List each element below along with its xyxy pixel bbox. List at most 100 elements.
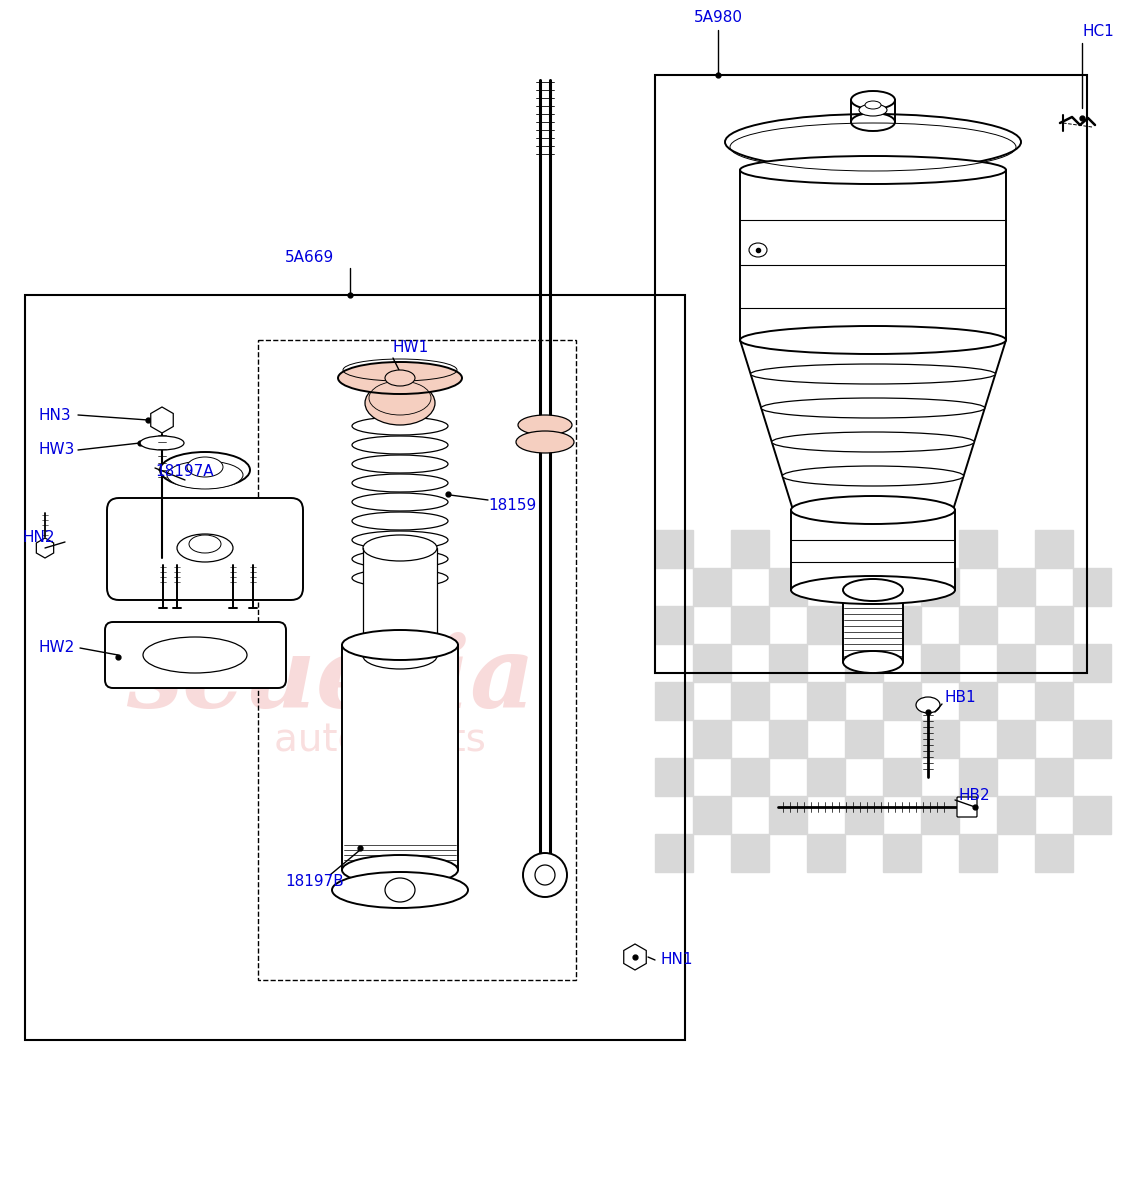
Ellipse shape [352, 493, 448, 511]
Ellipse shape [740, 326, 1006, 354]
Ellipse shape [385, 878, 415, 902]
Bar [844, 720, 883, 758]
Bar [883, 682, 920, 720]
Ellipse shape [740, 156, 1006, 184]
Ellipse shape [772, 432, 974, 452]
Text: auto  parts: auto parts [274, 721, 486, 758]
Ellipse shape [352, 512, 448, 530]
Ellipse shape [140, 436, 184, 450]
Bar [791, 510, 955, 590]
Ellipse shape [385, 370, 415, 386]
Bar [1073, 720, 1111, 758]
Bar [959, 834, 997, 872]
Ellipse shape [859, 104, 886, 116]
Bar [342, 646, 459, 870]
Bar [920, 568, 959, 606]
Bar [807, 758, 844, 796]
Ellipse shape [916, 697, 940, 713]
Ellipse shape [167, 461, 243, 490]
Bar [770, 644, 807, 682]
Ellipse shape [740, 330, 1006, 350]
Bar [807, 834, 844, 872]
Bar [655, 606, 693, 644]
Text: 18197B: 18197B [285, 875, 344, 889]
Ellipse shape [160, 452, 250, 488]
Bar [997, 644, 1035, 682]
Bar [693, 568, 731, 606]
Bar [844, 568, 883, 606]
Ellipse shape [190, 535, 221, 553]
Bar [731, 682, 770, 720]
Text: 18197A: 18197A [155, 464, 213, 480]
Text: scueria: scueria [126, 631, 535, 728]
Bar [1073, 796, 1111, 834]
Ellipse shape [518, 415, 572, 434]
Bar [693, 644, 731, 682]
Ellipse shape [352, 436, 448, 454]
Ellipse shape [793, 500, 953, 520]
Bar [740, 170, 1006, 340]
Bar [1035, 530, 1073, 568]
Bar [883, 606, 920, 644]
Ellipse shape [352, 474, 448, 492]
Text: HB1: HB1 [945, 690, 976, 706]
FancyBboxPatch shape [957, 797, 977, 817]
Bar [920, 644, 959, 682]
Ellipse shape [363, 643, 437, 670]
Bar [843, 590, 903, 662]
Ellipse shape [365, 382, 435, 425]
Bar [731, 758, 770, 796]
Bar [731, 834, 770, 872]
Bar [363, 548, 437, 656]
Polygon shape [740, 340, 1006, 510]
Bar [959, 758, 997, 796]
Text: HB2: HB2 [958, 787, 990, 803]
Ellipse shape [352, 530, 448, 550]
Bar [1035, 682, 1073, 720]
Ellipse shape [187, 457, 222, 476]
Text: HN1: HN1 [659, 953, 692, 967]
Bar [851, 100, 896, 122]
Bar [807, 606, 844, 644]
Ellipse shape [843, 650, 903, 673]
Text: 5A980: 5A980 [693, 11, 742, 25]
Bar [1035, 834, 1073, 872]
Bar [1073, 568, 1111, 606]
Bar [920, 796, 959, 834]
Text: HW2: HW2 [37, 641, 74, 655]
Bar [807, 530, 844, 568]
Ellipse shape [865, 101, 881, 109]
Ellipse shape [338, 362, 462, 394]
Ellipse shape [762, 398, 985, 418]
Text: HW1: HW1 [393, 341, 429, 355]
Bar [693, 720, 731, 758]
FancyBboxPatch shape [107, 498, 303, 600]
Ellipse shape [851, 91, 896, 109]
Bar [731, 530, 770, 568]
Ellipse shape [725, 114, 1022, 170]
Bar [770, 568, 807, 606]
Ellipse shape [352, 550, 448, 568]
Ellipse shape [791, 576, 955, 604]
Ellipse shape [523, 853, 568, 898]
Ellipse shape [791, 496, 955, 524]
Bar [1035, 606, 1073, 644]
Bar [883, 758, 920, 796]
Text: HC1: HC1 [1082, 24, 1113, 40]
Bar [959, 682, 997, 720]
Bar [655, 758, 693, 796]
Text: HW3: HW3 [37, 443, 75, 457]
Bar [1073, 644, 1111, 682]
Bar [731, 606, 770, 644]
Bar [655, 530, 693, 568]
Bar [959, 530, 997, 568]
Ellipse shape [352, 416, 448, 434]
Ellipse shape [851, 113, 896, 131]
Bar [770, 796, 807, 834]
Bar [807, 682, 844, 720]
Ellipse shape [843, 578, 903, 601]
Bar [883, 834, 920, 872]
Bar [770, 720, 807, 758]
Bar [959, 606, 997, 644]
Ellipse shape [333, 872, 468, 908]
